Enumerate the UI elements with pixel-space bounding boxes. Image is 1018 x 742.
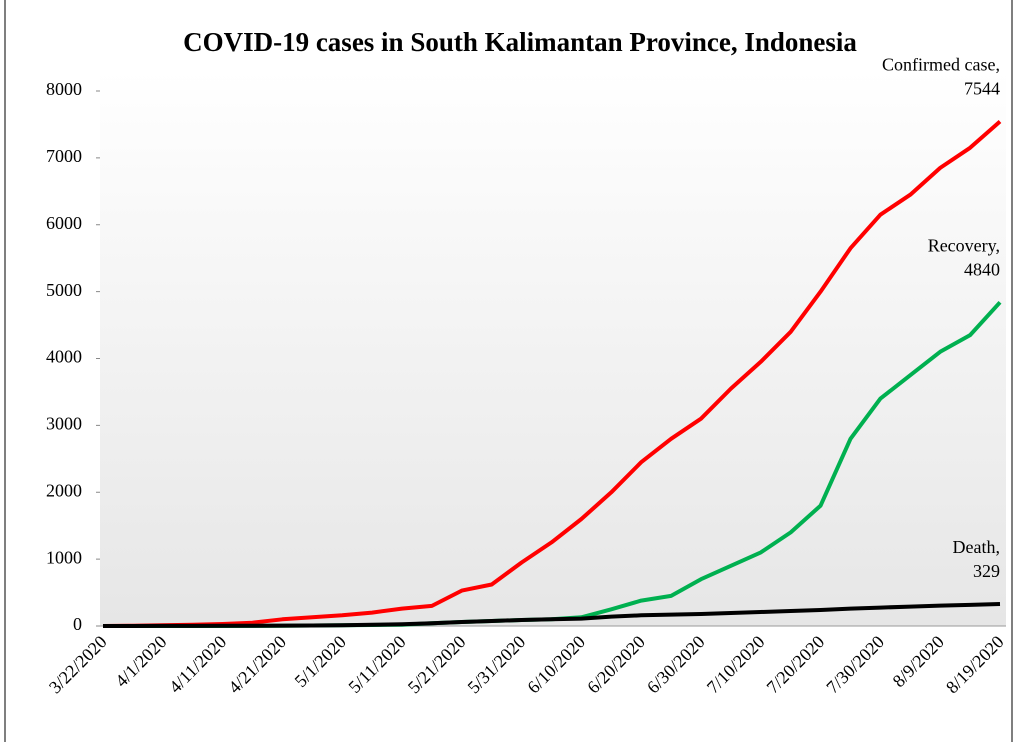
series-line [103,602,1001,628]
y-tick-label: 1000 [46,547,82,567]
chart-title: COVID-19 cases in South Kalimantan Provi… [183,27,857,57]
plot-area [100,70,1006,626]
series-line [102,119,1002,628]
series-label: Recovery, [928,235,1000,255]
y-tick-label: 7000 [46,146,82,166]
y-tick-label: 2000 [46,480,82,500]
y-tick-label: 4000 [46,347,82,367]
series-value-label: 4840 [964,259,1000,279]
series-label: Confirmed case, [882,55,1000,75]
y-tick-label: 3000 [46,414,82,434]
series-value-label: 7544 [964,79,1000,99]
series-label: Death, [953,537,1000,557]
y-tick-label: 5000 [46,280,82,300]
y-tick-label: 8000 [46,79,82,99]
y-tick-label: 0 [73,614,82,634]
series-value-label: 329 [973,561,1000,581]
y-tick-label: 6000 [46,213,82,233]
